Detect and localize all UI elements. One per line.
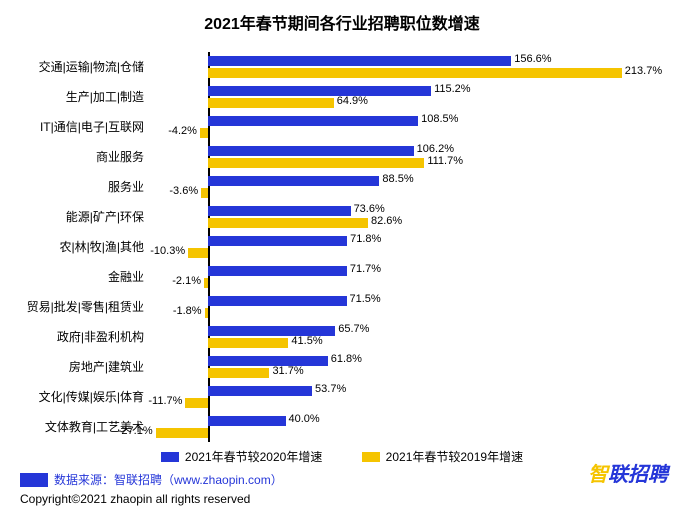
bar-value-label: 108.5% bbox=[421, 113, 458, 125]
bar-value-label: -10.3% bbox=[150, 245, 185, 257]
bar-s2020 bbox=[208, 386, 312, 396]
legend-swatch-2020 bbox=[161, 452, 179, 462]
bar-value-label: -4.2% bbox=[168, 125, 197, 137]
bar-s2020 bbox=[208, 86, 431, 96]
bar-value-label: -1.8% bbox=[173, 305, 202, 317]
bar-s2020 bbox=[208, 356, 328, 366]
bar-s2019 bbox=[208, 218, 368, 228]
chart-container: 2021年春节期间各行业招聘职位数增速 交通|运输|物流|仓储156.6%213… bbox=[0, 0, 684, 515]
bar-s2020 bbox=[208, 236, 347, 246]
legend-swatch-2019 bbox=[362, 452, 380, 462]
chart-row: 政府|非盈利机构65.7%41.5% bbox=[150, 322, 634, 352]
bar-value-label: 64.9% bbox=[337, 95, 368, 107]
category-label: 贸易|批发|零售|租赁业 bbox=[27, 298, 144, 315]
bar-s2019 bbox=[188, 248, 208, 258]
category-label: 能源|矿产|环保 bbox=[66, 208, 144, 225]
chart-row: 交通|运输|物流|仓储156.6%213.7% bbox=[150, 52, 634, 82]
bar-s2020 bbox=[208, 206, 350, 216]
category-label: 房地产|建筑业 bbox=[69, 358, 144, 375]
chart-row: 商业服务106.2%111.7% bbox=[150, 142, 634, 172]
bar-value-label: 88.5% bbox=[382, 173, 413, 185]
source-row: 数据来源：智联招聘（www.zhaopin.com） bbox=[20, 471, 664, 488]
source-text: 数据来源：智联招聘（www.zhaopin.com） bbox=[54, 471, 283, 488]
chart-title: 2021年春节期间各行业招聘职位数增速 bbox=[20, 10, 664, 34]
plot-area: 交通|运输|物流|仓储156.6%213.7%生产|加工|制造115.2%64.… bbox=[150, 52, 634, 442]
category-label: 金融业 bbox=[108, 268, 144, 285]
bar-s2019 bbox=[200, 128, 208, 138]
bar-s2019 bbox=[156, 428, 208, 438]
chart-row: 金融业71.7%-2.1% bbox=[150, 262, 634, 292]
bar-value-label: 41.5% bbox=[291, 335, 322, 347]
chart-row: 农|林|牧|渔|其他71.8%-10.3% bbox=[150, 232, 634, 262]
bar-value-label: 106.2% bbox=[417, 143, 454, 155]
copyright-text: Copyright©2021 zhaopin all rights reserv… bbox=[20, 492, 664, 506]
bar-value-label: 61.8% bbox=[331, 353, 362, 365]
bar-s2020 bbox=[208, 56, 511, 66]
bar-value-label: 213.7% bbox=[625, 65, 662, 77]
bar-value-label: 115.2% bbox=[434, 83, 471, 95]
category-label: 文化|传媒|娱乐|体育 bbox=[39, 388, 144, 405]
bar-s2020 bbox=[208, 116, 418, 126]
category-label: 商业服务 bbox=[96, 148, 144, 165]
bar-value-label: 40.0% bbox=[289, 413, 320, 425]
bar-s2019 bbox=[208, 158, 424, 168]
bar-s2019 bbox=[208, 68, 622, 78]
bar-value-label: 53.7% bbox=[315, 383, 346, 395]
chart-row: 服务业88.5%-3.6% bbox=[150, 172, 634, 202]
bar-value-label: -3.6% bbox=[169, 185, 198, 197]
bar-s2019 bbox=[208, 98, 334, 108]
chart-row: 文体教育|工艺美术40.0%-27.1% bbox=[150, 412, 634, 442]
category-label: 服务业 bbox=[108, 178, 144, 195]
source-swatch bbox=[20, 473, 48, 487]
chart-row: 能源|矿产|环保73.6%82.6% bbox=[150, 202, 634, 232]
category-label: 交通|运输|物流|仓储 bbox=[39, 58, 144, 75]
bar-s2019 bbox=[204, 278, 208, 288]
legend-label-2020: 2021年春节较2020年增速 bbox=[185, 448, 322, 465]
legend-label-2019: 2021年春节较2019年增速 bbox=[386, 448, 523, 465]
bar-s2020 bbox=[208, 266, 347, 276]
category-label: 生产|加工|制造 bbox=[66, 88, 144, 105]
bar-value-label: -27.1% bbox=[118, 425, 153, 437]
brand-part1: 智 bbox=[588, 464, 608, 486]
bar-s2019 bbox=[201, 188, 208, 198]
brand-part2: 联招聘 bbox=[608, 464, 668, 486]
bar-value-label: -2.1% bbox=[172, 275, 201, 287]
bar-value-label: 82.6% bbox=[371, 215, 402, 227]
bar-s2019 bbox=[205, 308, 208, 318]
bar-s2019 bbox=[208, 368, 269, 378]
legend-item-2020: 2021年春节较2020年增速 bbox=[161, 448, 322, 465]
brand-logo: 智联招聘 bbox=[588, 458, 668, 487]
bar-value-label: 31.7% bbox=[272, 365, 303, 377]
bar-s2020 bbox=[208, 146, 414, 156]
bar-s2020 bbox=[208, 416, 285, 426]
bar-value-label: 73.6% bbox=[354, 203, 385, 215]
category-label: IT|通信|电子|互联网 bbox=[40, 118, 144, 135]
bar-value-label: 65.7% bbox=[338, 323, 369, 335]
bar-value-label: 71.5% bbox=[350, 293, 381, 305]
legend-item-2019: 2021年春节较2019年增速 bbox=[362, 448, 523, 465]
chart-row: 文化|传媒|娱乐|体育53.7%-11.7% bbox=[150, 382, 634, 412]
chart-row: 贸易|批发|零售|租赁业71.5%-1.8% bbox=[150, 292, 634, 322]
bar-value-label: 71.8% bbox=[350, 233, 381, 245]
legend: 2021年春节较2020年增速 2021年春节较2019年增速 bbox=[20, 448, 664, 465]
category-label: 农|林|牧|渔|其他 bbox=[60, 238, 144, 255]
bar-s2020 bbox=[208, 176, 379, 186]
bar-value-label: 156.6% bbox=[514, 53, 551, 65]
chart-row: IT|通信|电子|互联网108.5%-4.2% bbox=[150, 112, 634, 142]
bar-s2019 bbox=[208, 338, 288, 348]
bar-s2020 bbox=[208, 296, 346, 306]
category-label: 政府|非盈利机构 bbox=[57, 328, 144, 345]
chart-row: 生产|加工|制造115.2%64.9% bbox=[150, 82, 634, 112]
chart-row: 房地产|建筑业61.8%31.7% bbox=[150, 352, 634, 382]
bar-value-label: 71.7% bbox=[350, 263, 381, 275]
bar-value-label: -11.7% bbox=[148, 395, 182, 407]
bar-value-label: 111.7% bbox=[427, 155, 463, 167]
bar-s2019 bbox=[185, 398, 208, 408]
